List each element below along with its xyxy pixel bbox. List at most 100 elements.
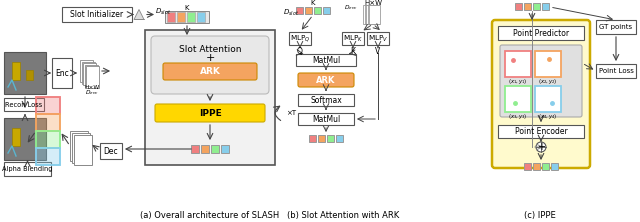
- Bar: [505, 86, 531, 112]
- Bar: [533, 3, 540, 10]
- Bar: [12, 128, 20, 146]
- Text: Q: Q: [297, 46, 303, 56]
- Bar: [298, 94, 354, 106]
- Text: Alpha Blending: Alpha Blending: [3, 166, 52, 172]
- Bar: [535, 51, 561, 77]
- Text: $D_{enc}$: $D_{enc}$: [344, 4, 358, 12]
- Bar: [84, 65, 97, 87]
- Text: IPPE: IPPE: [198, 109, 221, 117]
- Text: $(x_1,y_1)$: $(x_1,y_1)$: [508, 77, 528, 85]
- Text: Slot Attention: Slot Attention: [179, 44, 241, 54]
- Text: $\mathrm{MLP}_V$: $\mathrm{MLP}_V$: [368, 33, 388, 44]
- Bar: [314, 7, 321, 14]
- Text: $(x_2,y_2)$: $(x_2,y_2)$: [538, 77, 558, 85]
- Bar: [323, 7, 330, 14]
- Text: $(x_3,y_3)$: $(x_3,y_3)$: [508, 111, 528, 121]
- Bar: [167, 12, 175, 22]
- Bar: [37, 115, 59, 130]
- Text: H×W: H×W: [84, 85, 100, 89]
- Bar: [369, 5, 380, 24]
- Text: MatMul: MatMul: [312, 56, 340, 65]
- FancyBboxPatch shape: [298, 73, 354, 87]
- Bar: [211, 145, 219, 153]
- Text: $D_{enc}$: $D_{enc}$: [85, 89, 99, 97]
- Text: (c) IPPE: (c) IPPE: [524, 210, 556, 220]
- Text: +: +: [537, 142, 545, 152]
- Text: (a) Overall architecture of SLASH: (a) Overall architecture of SLASH: [140, 210, 280, 220]
- Bar: [524, 3, 531, 10]
- Text: Point Predictor: Point Predictor: [513, 28, 569, 38]
- Text: Point Encoder: Point Encoder: [515, 127, 568, 136]
- Bar: [62, 7, 132, 22]
- FancyBboxPatch shape: [151, 36, 269, 94]
- Bar: [145, 30, 275, 165]
- Text: Dec: Dec: [104, 147, 118, 155]
- Bar: [327, 135, 334, 142]
- Bar: [52, 58, 72, 88]
- Bar: [367, 5, 378, 24]
- Bar: [542, 3, 549, 10]
- Bar: [37, 132, 59, 147]
- Bar: [498, 125, 584, 138]
- Text: Slot Initializer: Slot Initializer: [70, 10, 124, 19]
- Bar: [72, 133, 90, 163]
- Bar: [37, 149, 59, 164]
- Text: K: K: [185, 5, 189, 11]
- Bar: [177, 12, 185, 22]
- Bar: [596, 20, 636, 34]
- Text: $\mathrm{MLP}_K$: $\mathrm{MLP}_K$: [343, 33, 363, 44]
- Text: V: V: [376, 46, 381, 56]
- Bar: [551, 163, 558, 170]
- Bar: [365, 5, 376, 24]
- Bar: [542, 163, 549, 170]
- Bar: [221, 145, 229, 153]
- Bar: [201, 145, 209, 153]
- Bar: [309, 135, 316, 142]
- Text: $(x_4,y_4)$: $(x_4,y_4)$: [538, 111, 558, 121]
- Text: MatMul: MatMul: [312, 115, 340, 123]
- FancyBboxPatch shape: [155, 104, 265, 122]
- Bar: [4, 118, 46, 160]
- Bar: [187, 12, 195, 22]
- Bar: [342, 32, 364, 45]
- Bar: [498, 26, 584, 40]
- Text: ARK: ARK: [316, 75, 336, 85]
- Bar: [36, 97, 60, 114]
- Bar: [289, 32, 311, 45]
- Bar: [86, 66, 99, 88]
- Text: +: +: [205, 53, 214, 63]
- Bar: [4, 98, 44, 111]
- Bar: [367, 32, 389, 45]
- Bar: [505, 51, 531, 77]
- Bar: [535, 86, 561, 112]
- Text: $\mathrm{MLP}_Q$: $\mathrm{MLP}_Q$: [290, 33, 310, 44]
- Bar: [36, 148, 60, 165]
- Text: $D_{slot}$: $D_{slot}$: [155, 6, 171, 17]
- FancyBboxPatch shape: [163, 63, 257, 80]
- Bar: [197, 12, 205, 22]
- Text: Point Loss: Point Loss: [598, 68, 634, 74]
- Bar: [336, 135, 343, 142]
- Bar: [4, 162, 51, 176]
- Bar: [524, 163, 531, 170]
- Text: Recon Loss: Recon Loss: [5, 101, 43, 107]
- Text: ×T: ×T: [286, 110, 296, 116]
- Bar: [296, 7, 303, 14]
- Bar: [100, 143, 122, 159]
- Text: Softmax: Softmax: [310, 95, 342, 105]
- Bar: [363, 5, 374, 24]
- Bar: [26, 70, 33, 80]
- Polygon shape: [134, 10, 144, 20]
- Bar: [36, 114, 60, 131]
- Text: K: K: [311, 0, 316, 6]
- FancyBboxPatch shape: [500, 45, 582, 117]
- Bar: [83, 63, 96, 85]
- Bar: [12, 62, 20, 80]
- Text: K: K: [351, 46, 355, 56]
- Bar: [80, 60, 93, 82]
- Bar: [81, 61, 95, 83]
- Bar: [36, 131, 60, 148]
- Bar: [36, 148, 60, 165]
- Text: $D_{slot}$: $D_{slot}$: [283, 8, 299, 18]
- Bar: [318, 135, 325, 142]
